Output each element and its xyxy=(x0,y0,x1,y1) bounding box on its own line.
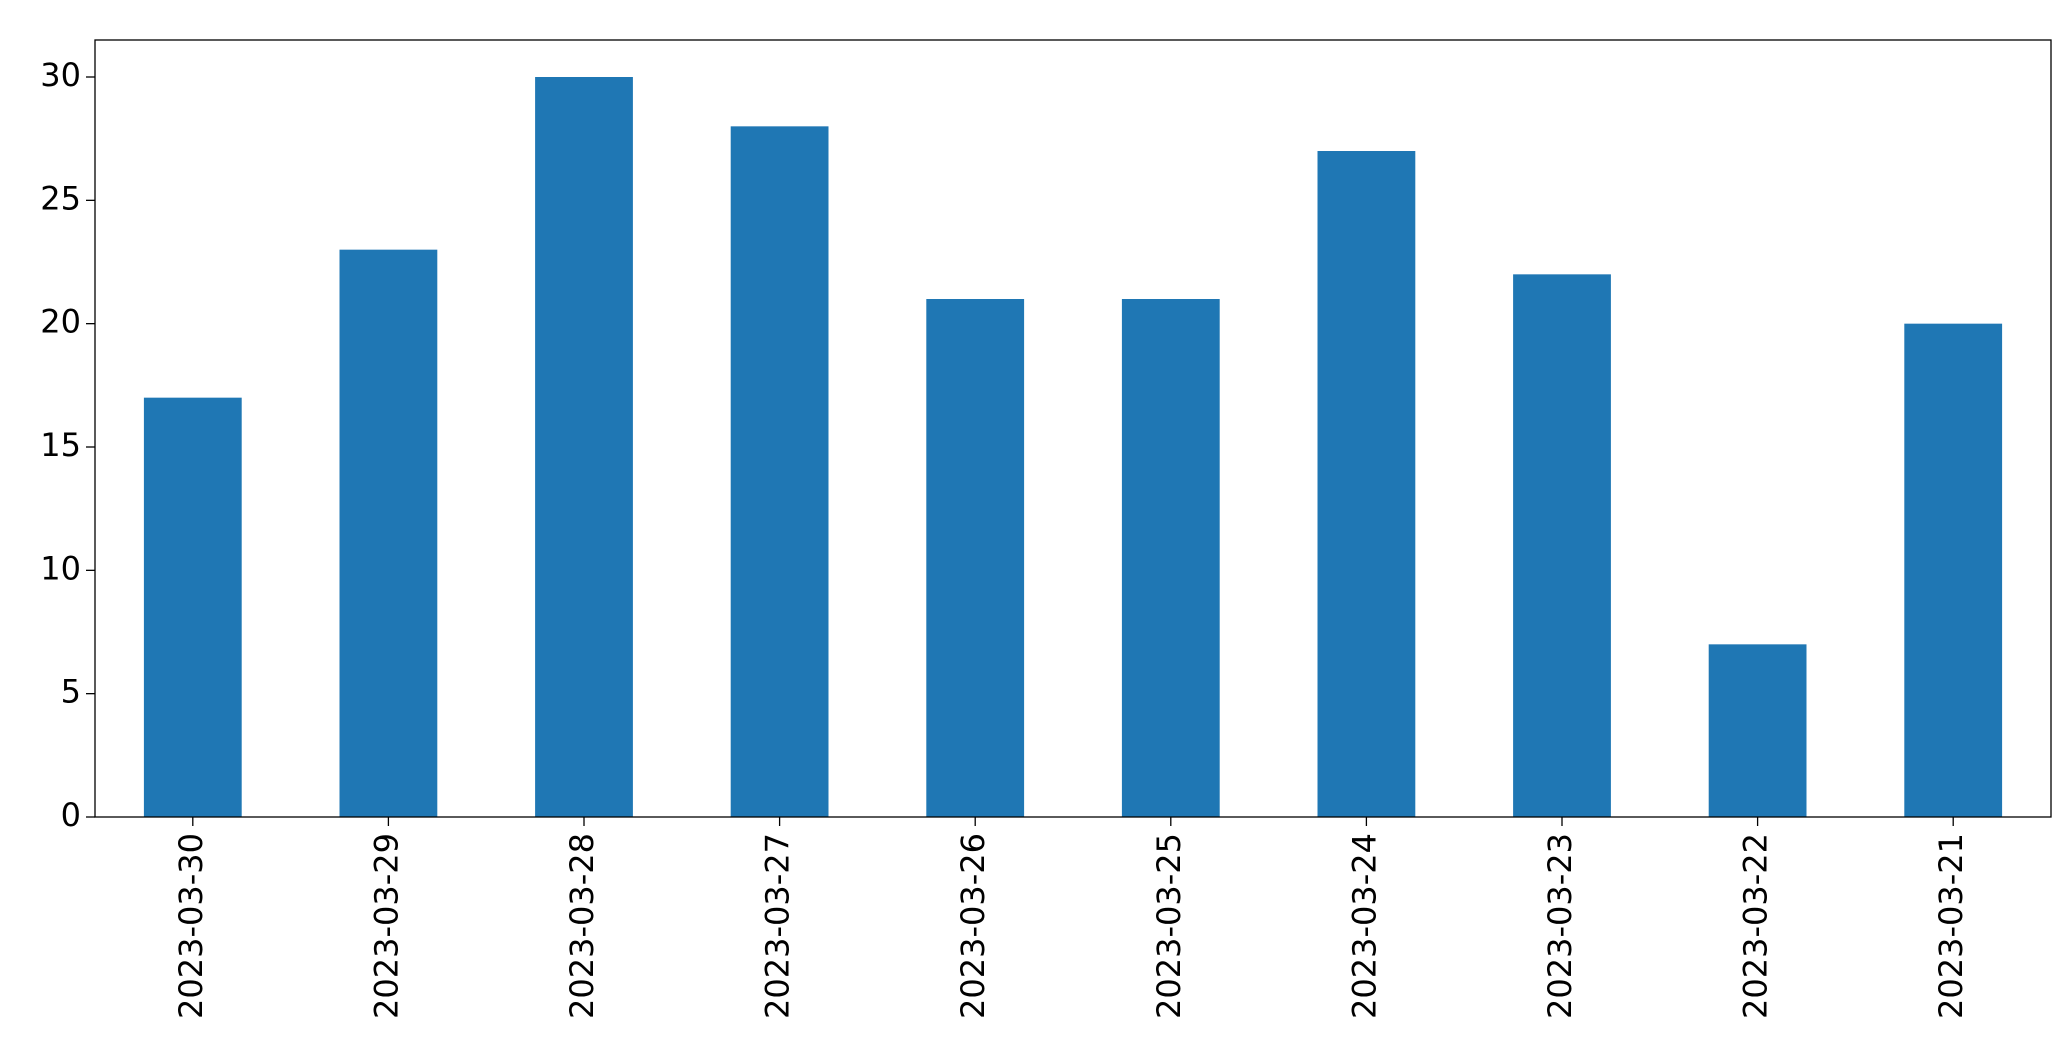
bar xyxy=(1904,323,2003,817)
y-tick-label: 25 xyxy=(40,179,81,217)
x-tick-label: 2023-03-24 xyxy=(1345,833,1383,1019)
x-tick-label: 2023-03-29 xyxy=(367,833,405,1019)
bar xyxy=(1317,151,1416,817)
y-tick-label: 0 xyxy=(61,796,81,834)
x-tick-label: 2023-03-27 xyxy=(759,833,797,1019)
x-tick-label: 2023-03-30 xyxy=(172,833,210,1019)
x-tick-label: 2023-03-25 xyxy=(1150,833,1188,1019)
bar xyxy=(143,397,242,817)
bar xyxy=(1121,299,1220,817)
axes-frame xyxy=(94,39,2052,818)
y-tick-label: 10 xyxy=(40,549,81,587)
x-tick-label: 2023-03-21 xyxy=(1932,833,1970,1019)
bar xyxy=(1513,274,1611,817)
y-tick-label: 15 xyxy=(40,426,81,464)
x-tick-label: 2023-03-26 xyxy=(954,833,992,1019)
bar xyxy=(535,77,633,817)
y-tick-label: 5 xyxy=(61,673,81,711)
x-tick-label: 2023-03-22 xyxy=(1737,833,1775,1019)
x-tick-label: 2023-03-28 xyxy=(563,833,601,1019)
x-tick-label: 2023-03-23 xyxy=(1541,833,1579,1019)
y-tick-label: 20 xyxy=(40,303,81,341)
bar xyxy=(339,249,438,817)
y-tick-label: 30 xyxy=(40,56,81,94)
bar xyxy=(1708,644,1807,817)
bar xyxy=(730,126,829,818)
bar xyxy=(926,299,1025,817)
